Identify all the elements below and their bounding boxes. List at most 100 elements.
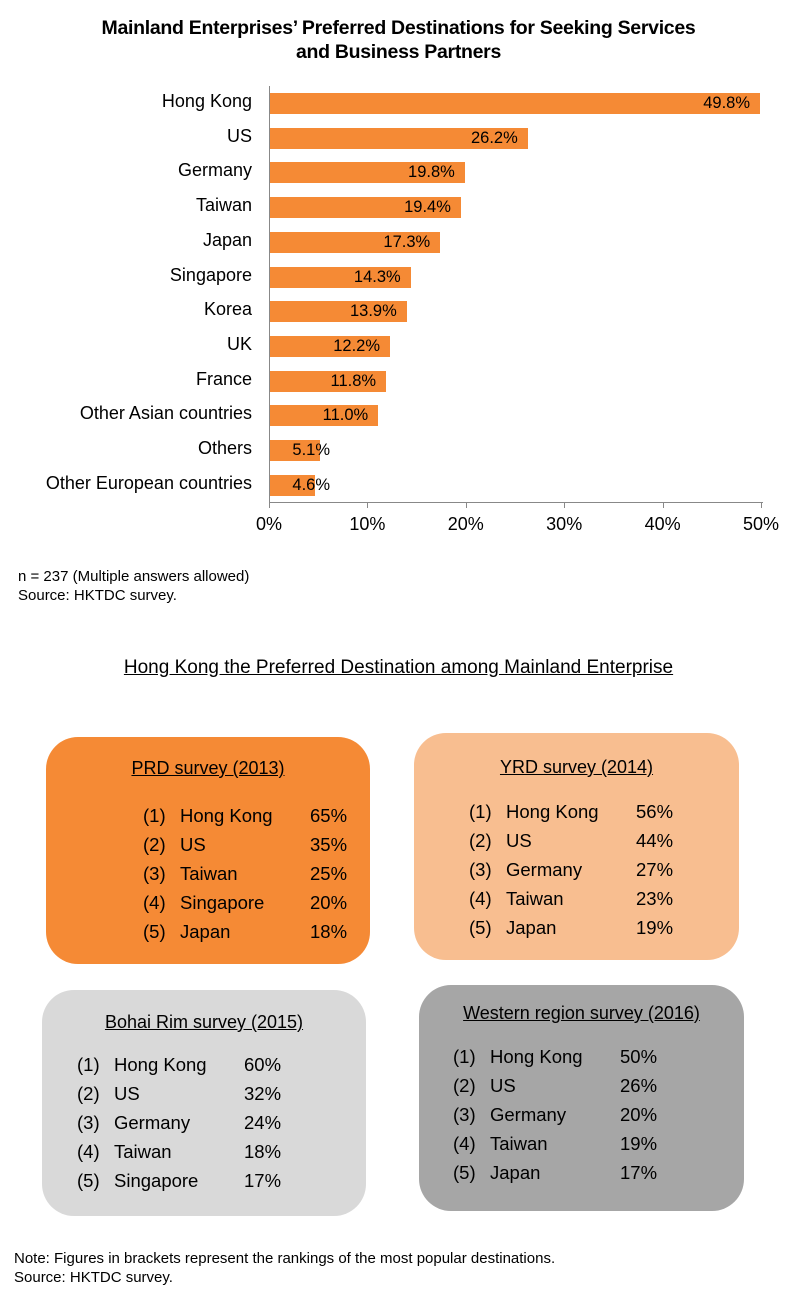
survey-list-item: (3) Taiwan 25%	[143, 859, 347, 888]
rank-label: (4)	[77, 1141, 100, 1162]
survey-list-item: (2) US 32%	[77, 1079, 281, 1108]
survey-list-item: (4) Singapore 20%	[143, 888, 347, 917]
section-title-text: Hong Kong the Preferred Destination amon…	[123, 657, 674, 678]
destination-name: Germany	[114, 1112, 191, 1133]
rank-label: (3)	[77, 1112, 100, 1133]
survey-list-item: (1) Hong Kong 56%	[469, 797, 673, 826]
bar-row: Other Asian countries 11.0%	[0, 403, 797, 427]
bar	[270, 197, 461, 219]
survey-box-prd: PRD survey (2013) (1) Hong Kong 65% (2) US 35…	[46, 737, 370, 964]
survey-box-bohai-rim: Bohai Rim survey (2015) (1) Hong Kong 60%(…	[42, 990, 366, 1216]
bar	[270, 301, 407, 323]
category-label: Taiwan	[195, 195, 252, 216]
survey-list-item: (3) Germany 24%	[77, 1108, 281, 1137]
bar-row: Germany 19.8%	[0, 160, 797, 184]
category-label: Others	[197, 438, 252, 458]
survey-list: (1) Hong Kong 56% (2) US 44% (3) Germany 27% (4) T…	[469, 797, 673, 942]
category-label: US	[226, 125, 252, 146]
bar	[270, 440, 321, 461]
bar-row: Korea 13.9%	[0, 299, 797, 323]
survey-list-item: (3) Germany 20%	[453, 1100, 657, 1129]
value-label: 11.0%	[322, 406, 369, 425]
rank-label: (2)	[453, 1075, 476, 1096]
survey-list-item: (1) Hong Kong 65%	[143, 801, 347, 830]
value-label: 26.2%	[471, 128, 518, 147]
rank-label: (5)	[77, 1170, 100, 1191]
destination-name: Taiwan	[506, 888, 564, 909]
survey-list-item: (2) US 44%	[469, 826, 673, 855]
percentage-value: 25%	[310, 863, 348, 884]
survey-list-item: (5) Singapore 17%	[77, 1166, 281, 1195]
rank-label: (4)	[469, 888, 492, 909]
rank-label: (2)	[469, 830, 492, 851]
destination-name: Japan	[490, 1162, 541, 1183]
category-label: Other European countries	[45, 472, 252, 493]
destination-name: Germany	[506, 859, 583, 880]
bar-row: US 26.2%	[0, 125, 797, 149]
percentage-value: 35%	[310, 834, 348, 855]
survey-list-item: (5) Japan 18%	[143, 917, 347, 946]
bar	[270, 231, 441, 253]
x-axis-tick	[564, 502, 566, 508]
destination-name: Taiwan	[114, 1141, 172, 1162]
value-label: 19.4%	[404, 198, 451, 217]
rank-label: (4)	[143, 892, 166, 913]
rank-label: (5)	[453, 1162, 476, 1183]
category-label: Germany	[177, 160, 252, 181]
bar-row: Others 5.1%	[0, 438, 797, 461]
bar-row: UK 12.2%	[0, 334, 797, 357]
value-label: 49.8%	[703, 94, 751, 112]
percentage-value: 32%	[244, 1083, 282, 1104]
percentage-value: 17%	[620, 1162, 658, 1183]
bar	[270, 162, 465, 184]
value-label: 11.8%	[330, 371, 377, 390]
rank-label: (1)	[453, 1046, 476, 1067]
destination-name: Hong Kong	[490, 1046, 583, 1067]
percentage-value: 50%	[620, 1046, 658, 1067]
rank-label: (1)	[143, 805, 166, 826]
bar	[270, 370, 387, 392]
x-axis-tick-label: 10%	[349, 514, 386, 534]
rank-label: (1)	[469, 801, 492, 822]
percentage-value: 44%	[636, 830, 674, 851]
destination-name: Hong Kong	[506, 801, 599, 822]
value-label: 19.8%	[408, 163, 455, 182]
category-label: Hong Kong	[161, 91, 252, 111]
x-axis-tick	[662, 502, 664, 508]
category-label: Korea	[203, 299, 252, 320]
value-label: 13.9%	[349, 302, 397, 321]
bar-row: Taiwan 19.4%	[0, 195, 797, 219]
survey-list: (1) Hong Kong 50% (2) US 26% (3) Germany 20% (4) T…	[453, 1042, 657, 1187]
bar	[270, 405, 379, 427]
value-label: 4.6%	[292, 475, 330, 494]
destination-name: US	[490, 1075, 516, 1096]
destination-name: Taiwan	[490, 1133, 548, 1154]
percentage-value: 23%	[636, 888, 674, 909]
percentage-value: 26%	[620, 1075, 658, 1096]
bar	[270, 93, 761, 114]
destination-name: Hong Kong	[114, 1054, 207, 1075]
bar-chart: Hong Kong 49.8% US 26.2% Germany 19.8% Taiwan 1…	[0, 86, 797, 546]
rank-label: (4)	[453, 1133, 476, 1154]
rank-label: (2)	[143, 834, 166, 855]
x-axis-tick-label: 40%	[644, 514, 681, 534]
destination-name: Japan	[506, 917, 557, 938]
survey-list-item: (1) Hong Kong 60%	[77, 1050, 281, 1079]
bar-row: Hong Kong 49.8%	[0, 91, 797, 114]
percentage-value: 27%	[636, 859, 674, 880]
value-label: 14.3%	[353, 267, 401, 286]
survey-title: Western region survey (2016)	[463, 1003, 700, 1023]
bar	[270, 335, 391, 357]
bar-row: Singapore 14.3%	[0, 265, 797, 288]
x-axis-tick	[761, 502, 762, 508]
chart-title: Mainland Enterprises’ Preferred Destinat…	[0, 16, 797, 64]
category-label: Japan	[202, 229, 252, 250]
x-axis-tick-label: 0%	[255, 514, 282, 534]
percentage-value: 20%	[310, 892, 348, 913]
chart-title-line1: Mainland Enterprises’ Preferred Destinat…	[101, 17, 696, 39]
survey-list-item: (4) Taiwan 19%	[453, 1129, 657, 1158]
value-label: 12.2%	[333, 336, 381, 355]
bar	[270, 266, 411, 288]
survey-list-item: (2) US 35%	[143, 830, 347, 859]
survey-list-item: (5) Japan 17%	[453, 1158, 657, 1187]
